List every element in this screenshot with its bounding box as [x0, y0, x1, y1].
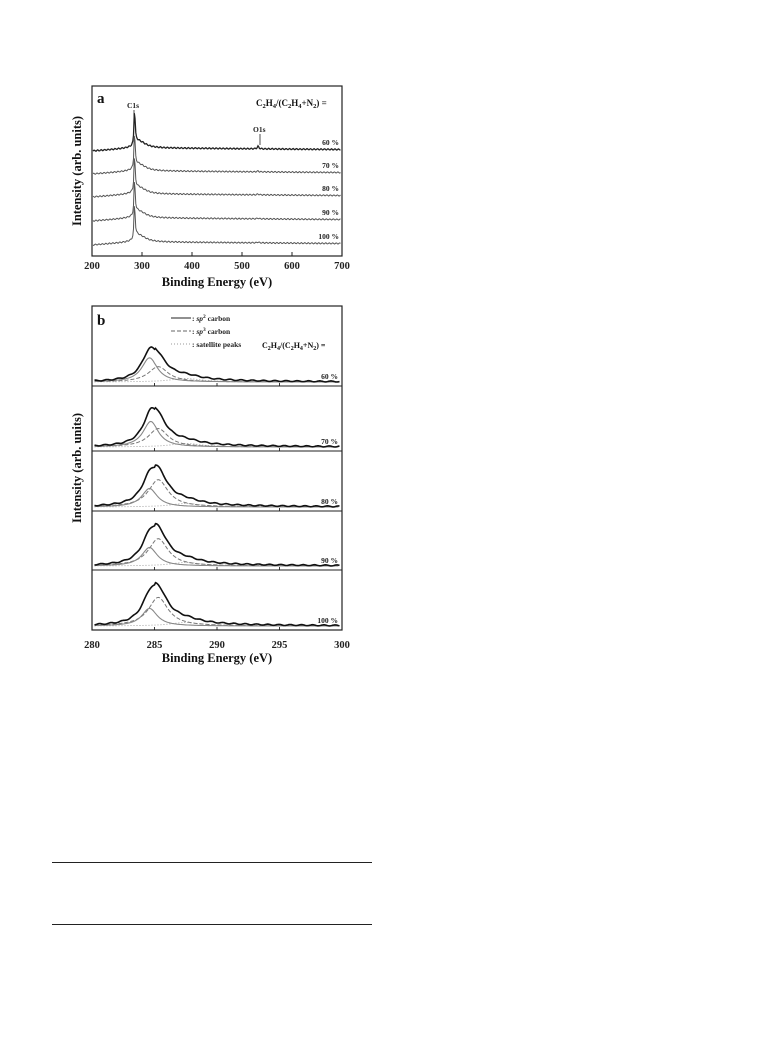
panel-b: 60 %70 %80 %90 %100 % 280 285 290 295 300 b … — [70, 305, 350, 665]
panel-a-series-labels: 60 % 70 % 80 % 90 % 100 % — [318, 138, 339, 241]
total-fit-curve — [94, 464, 340, 508]
legend-sp3: : sp3 carbon — [192, 327, 231, 336]
o1s-annotation: O1s — [253, 125, 266, 134]
panel-a-legend-title: C2H4/(C2H4+N2) = — [256, 98, 327, 110]
total-fit-curve — [94, 581, 340, 627]
panel-a-series-label: 80 % — [322, 184, 339, 193]
panel-a-frame — [91, 85, 343, 257]
panel-b-x-label: Binding Energy (eV) — [162, 651, 272, 665]
panel-b-x-ticks: 280 285 290 295 300 — [84, 640, 350, 651]
c1s-annotation: C1s — [127, 101, 139, 110]
panel-a-tick-label: 700 — [334, 261, 350, 272]
panel-a-x-ticks: 200 300 400 500 600 700 — [84, 252, 350, 272]
total-fit-curve — [94, 346, 340, 383]
panel-a-series-line — [92, 158, 341, 198]
panel-b-letter: b — [97, 313, 105, 329]
panel-a-series-label: 60 % — [322, 138, 339, 147]
panel-a-tick-label: 500 — [234, 261, 250, 272]
panel-a-tick-label: 400 — [184, 261, 200, 272]
sp2-carbon-curve — [94, 420, 339, 448]
panel-a-series-line — [92, 181, 341, 222]
panel-b-subpanel-label: 70 % — [321, 437, 338, 446]
separator-rule-bottom — [52, 924, 372, 925]
panel-a-series-label: 100 % — [318, 232, 339, 241]
sp2-carbon-curve — [94, 357, 339, 383]
panel-b-frame — [91, 305, 343, 631]
panel-b-subpanel-label: 80 % — [321, 497, 338, 506]
panel-b-subpanel-label: 90 % — [321, 556, 338, 565]
legend-satellite: : satellite peaks — [192, 340, 241, 349]
panel-b-legend: : sp2 carbon : sp3 carbon : satellite pe… — [171, 314, 241, 349]
panel-a-series-label: 70 % — [322, 161, 339, 170]
panel-b-subpanel-label: 100 % — [317, 616, 338, 625]
total-fit-curve — [94, 522, 340, 567]
total-fit-curve — [94, 406, 340, 448]
panel-a-x-label: Binding Energy (eV) — [162, 275, 272, 289]
separator-rule-top — [52, 862, 372, 863]
panel-a-curves — [92, 113, 341, 246]
panel-b-y-label: Intensity (arb. units) — [70, 413, 84, 523]
sp3-carbon-curve — [94, 427, 339, 448]
panel-b-subpanels: 60 % 70 % 80 % 90 % 100 % — [91, 346, 343, 630]
sp2-carbon-curve — [94, 487, 339, 508]
panel-b-legend-title: C2H4/(C2H4+N2) = — [262, 341, 326, 352]
panel-b-tick-label: 285 — [147, 640, 163, 651]
panel-b-tick-label: 280 — [84, 640, 100, 651]
panel-a-series-line — [92, 206, 341, 246]
legend-sp2: : sp2 carbon — [192, 314, 231, 323]
panel-a-series-line — [92, 135, 341, 175]
panel-a-series-line — [92, 113, 341, 152]
panel-a-letter: a — [97, 91, 105, 107]
panel-b-tick-label: 295 — [272, 640, 288, 651]
panel-a-tick-label: 300 — [134, 261, 150, 272]
panel-a-tick-label: 600 — [284, 261, 300, 272]
panel-a: a 200 300 400 500 600 700 60 % 70 % 80 % 90 % 100… — [70, 85, 350, 289]
panel-a-tick-label: 200 — [84, 261, 100, 272]
panel-b-tick-label: 300 — [334, 640, 350, 651]
panel-b-tick-label: 290 — [209, 640, 225, 651]
panel-a-y-label: Intensity (arb. units) — [70, 116, 84, 226]
panel-a-series-label: 90 % — [322, 208, 339, 217]
panel-b-subpanel-label: 60 % — [321, 372, 338, 381]
sp3-carbon-curve — [94, 596, 339, 627]
